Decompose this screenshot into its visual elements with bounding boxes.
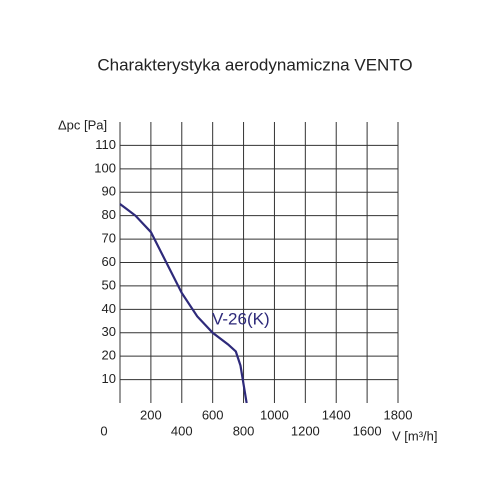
y-tick-label: 80 xyxy=(102,207,116,222)
x-tick-label: 1200 xyxy=(291,423,320,438)
y-tick-label: 100 xyxy=(94,160,116,175)
x-tick-label: 1800 xyxy=(384,407,413,422)
y-tick-label: 60 xyxy=(102,254,116,269)
data-line xyxy=(119,203,248,404)
y-tick-label: 40 xyxy=(102,301,116,316)
x-tick-label: 1000 xyxy=(260,407,289,422)
y-axis-label: Δpc [Pa] xyxy=(58,117,107,132)
y-tick-label: 20 xyxy=(102,348,116,363)
series-label: V-26(K) xyxy=(212,309,270,328)
y-tick-label: 10 xyxy=(102,371,116,386)
x-axis-label: V [m³/h] xyxy=(392,428,438,443)
y-tick-label: 50 xyxy=(102,277,116,292)
x-tick-label: 800 xyxy=(233,423,255,438)
x-tick-label: 400 xyxy=(171,423,193,438)
y-tick-label: 110 xyxy=(95,137,116,152)
y-tick-label: 30 xyxy=(102,324,116,339)
x-tick-label: 1600 xyxy=(353,423,382,438)
y-tick-label: 70 xyxy=(102,231,116,246)
x-tick-label: 600 xyxy=(202,407,224,422)
x-tick-label: 0 xyxy=(100,423,107,438)
x-tick-label: 200 xyxy=(140,407,162,422)
chart-title: Charakterystyka aerodynamiczna VENTO xyxy=(97,55,412,74)
y-tick-label: 90 xyxy=(102,184,116,199)
x-tick-label: 1400 xyxy=(322,407,351,422)
